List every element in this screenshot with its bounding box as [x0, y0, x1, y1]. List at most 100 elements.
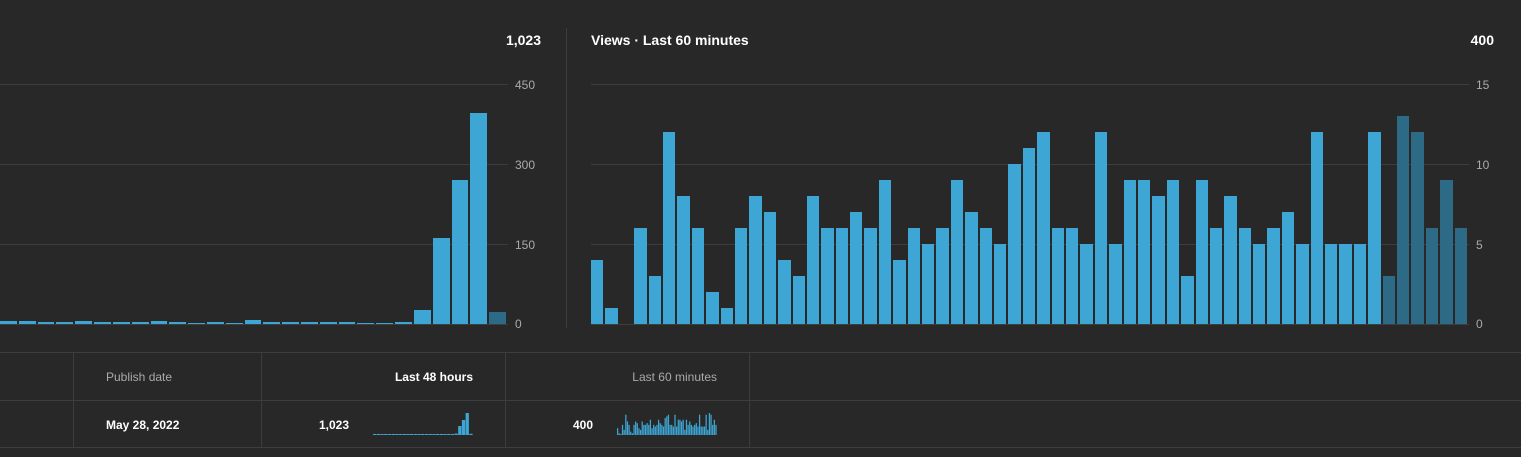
left-chart-bar[interactable]: [376, 322, 394, 324]
right-chart-bar[interactable]: [1008, 164, 1021, 324]
right-chart-bar[interactable]: [1022, 148, 1036, 324]
right-chart-bar[interactable]: [850, 212, 863, 324]
header-last-48-hours[interactable]: Last 48 hours: [394, 370, 473, 384]
right-chart-bar[interactable]: [821, 228, 834, 324]
right-chart-bar[interactable]: [1137, 180, 1151, 324]
left-chart-bar[interactable]: [282, 321, 300, 324]
left-chart-bar[interactable]: [131, 322, 149, 324]
right-chart-bar[interactable]: [864, 228, 877, 324]
table-top-border: [0, 352, 1521, 353]
right-chart-bar[interactable]: [1397, 116, 1410, 324]
left-chart-bar[interactable]: [357, 322, 375, 324]
right-chart-bar[interactable]: [1296, 244, 1309, 324]
left-chart-bar[interactable]: [489, 312, 506, 324]
spark-bar-60m: [708, 413, 711, 435]
right-chart-bar[interactable]: [1195, 180, 1208, 324]
right-chart-bar[interactable]: [1152, 196, 1165, 324]
right-chart-bar[interactable]: [662, 132, 676, 324]
spark-bar-60m: [669, 424, 671, 435]
right-chart-bar[interactable]: [763, 212, 777, 324]
right-chart-bar[interactable]: [1080, 244, 1093, 324]
right-chart-bar[interactable]: [1065, 228, 1079, 324]
left-chart-bar[interactable]: [150, 321, 168, 324]
spark-bar-60m: [687, 424, 689, 435]
left-chart-bar[interactable]: [263, 321, 281, 324]
left-chart-bar[interactable]: [37, 321, 55, 324]
right-chart-bar[interactable]: [1037, 132, 1050, 324]
right-chart-bar[interactable]: [1109, 244, 1122, 324]
right-chart-bar[interactable]: [994, 244, 1007, 324]
right-chart-bar[interactable]: [907, 228, 921, 324]
right-chart-bar[interactable]: [1353, 244, 1367, 324]
right-chart-bar[interactable]: [734, 228, 748, 324]
left-chart-bar[interactable]: [338, 322, 356, 324]
right-chart-bar[interactable]: [1368, 132, 1381, 324]
right-chart-bar[interactable]: [1425, 228, 1439, 324]
spark-bar-60m: [697, 426, 699, 435]
right-chart-bar[interactable]: [1325, 244, 1338, 324]
left-chart-bar[interactable]: [451, 180, 469, 324]
header-publish-date[interactable]: Publish date: [106, 370, 173, 384]
left-chart-bar[interactable]: [413, 310, 431, 324]
right-chart-bar[interactable]: [749, 196, 762, 324]
header-last-60-minutes[interactable]: Last 60 minutes: [632, 370, 717, 384]
right-chart-bar[interactable]: [893, 260, 906, 324]
left-chart-bar[interactable]: [470, 112, 488, 324]
right-chart-bar[interactable]: [1224, 196, 1237, 324]
right-chart-bar[interactable]: [1181, 276, 1194, 324]
right-chart-bar[interactable]: [1123, 180, 1136, 324]
right-y-tick: 15: [1476, 78, 1490, 92]
right-grid-line: [591, 324, 1469, 325]
right-chart-bar[interactable]: [1166, 180, 1180, 324]
left-chart-bar[interactable]: [112, 321, 130, 324]
right-chart-bar[interactable]: [950, 180, 964, 324]
right-chart-bar[interactable]: [591, 260, 604, 324]
right-chart-bar[interactable]: [691, 228, 705, 324]
right-chart-bar[interactable]: [1310, 132, 1324, 324]
left-grid-line: [0, 84, 508, 85]
right-chart-bar[interactable]: [778, 260, 791, 324]
right-chart-bar[interactable]: [979, 228, 992, 324]
right-chart-bar[interactable]: [1411, 132, 1424, 324]
left-chart-bar[interactable]: [0, 321, 17, 324]
right-chart-bar[interactable]: [1382, 276, 1396, 324]
right-chart-bar[interactable]: [605, 308, 618, 324]
right-chart-bar[interactable]: [835, 228, 849, 324]
right-chart-bar[interactable]: [1339, 244, 1352, 324]
left-chart-bar[interactable]: [244, 320, 262, 324]
right-chart-bar[interactable]: [1094, 132, 1108, 324]
left-chart-bar[interactable]: [56, 321, 74, 324]
left-chart-bar[interactable]: [301, 321, 318, 324]
right-chart-bar[interactable]: [1051, 228, 1064, 324]
right-chart-bar[interactable]: [1253, 244, 1266, 324]
right-chart-bar[interactable]: [1281, 212, 1295, 324]
right-chart-bar[interactable]: [677, 196, 690, 324]
left-chart-bar[interactable]: [94, 321, 111, 324]
right-chart-bar[interactable]: [1209, 228, 1223, 324]
right-chart-bar[interactable]: [792, 276, 805, 324]
left-grid-line: [0, 324, 508, 325]
right-chart-bar[interactable]: [1267, 228, 1280, 324]
spark-bar-60m: [636, 423, 638, 435]
right-chart-bar[interactable]: [965, 212, 978, 324]
right-chart-bar[interactable]: [1454, 228, 1467, 324]
left-chart-bar[interactable]: [395, 321, 412, 324]
left-chart-bar[interactable]: [75, 321, 93, 324]
right-chart-bar[interactable]: [706, 292, 719, 324]
right-chart-bar[interactable]: [1238, 228, 1252, 324]
right-chart-bar[interactable]: [648, 276, 661, 324]
left-chart-bar[interactable]: [18, 321, 36, 324]
right-chart-bar[interactable]: [634, 228, 647, 324]
right-chart-bar[interactable]: [922, 244, 935, 324]
left-chart-bar[interactable]: [225, 322, 243, 324]
right-chart-bar[interactable]: [806, 196, 820, 324]
right-chart-bar[interactable]: [1440, 180, 1453, 324]
right-chart-bar[interactable]: [878, 180, 892, 324]
left-chart-bar[interactable]: [432, 237, 450, 324]
left-chart-bar[interactable]: [206, 321, 224, 324]
left-chart-bar[interactable]: [319, 321, 337, 324]
right-chart-bar[interactable]: [936, 228, 949, 324]
left-chart-bar[interactable]: [188, 322, 205, 324]
right-chart-bar[interactable]: [720, 308, 733, 324]
left-chart-bar[interactable]: [169, 321, 187, 324]
